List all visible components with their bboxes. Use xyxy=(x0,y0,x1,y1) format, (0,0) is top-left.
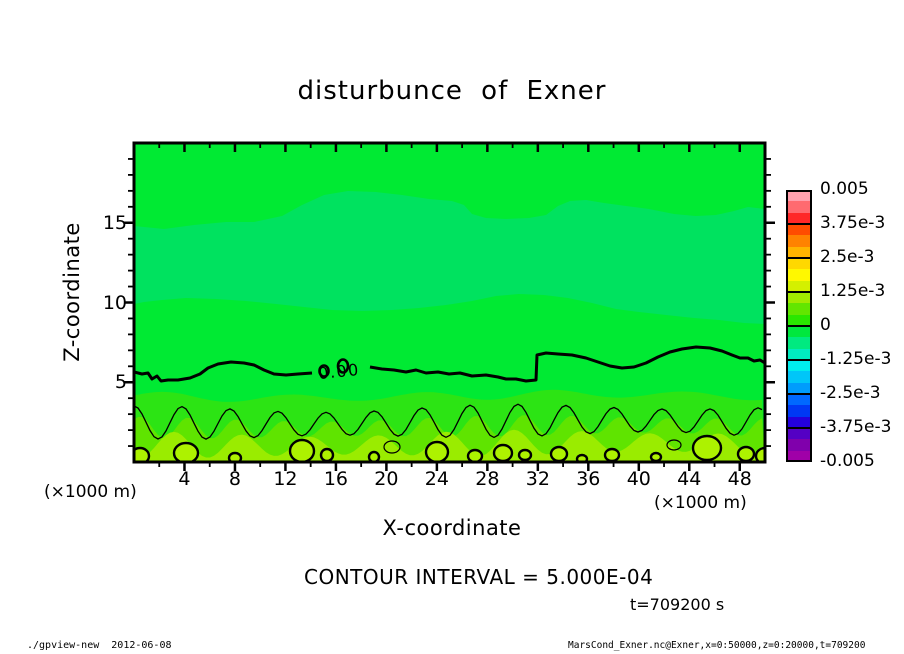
footer-source-info: MarsCond_Exner.nc@Exner,x=0:50000,z=0:20… xyxy=(568,640,866,651)
colorbar-box-divider xyxy=(786,223,812,225)
x-tick-label: 4 xyxy=(178,468,191,490)
footer-command-line: ./gpview-new 2012-06-08 xyxy=(27,640,172,651)
plot-frame xyxy=(132,141,767,464)
filled-contour-field xyxy=(134,143,765,462)
x-tick-label: 20 xyxy=(374,468,399,490)
z-tick-label: 15 xyxy=(102,211,127,234)
x-tick-label: 8 xyxy=(228,468,241,490)
x-tick-label: 12 xyxy=(273,468,298,490)
x-unit-label-left: (×1000 m) xyxy=(44,482,137,502)
colorbar-tick-label: -3.75e-3 xyxy=(820,417,892,437)
x-tick-label: 44 xyxy=(677,468,702,490)
z-axis-label: Z-coordinate xyxy=(60,222,84,362)
x-tick-label: 24 xyxy=(424,468,449,490)
colorbar-box-divider xyxy=(786,257,812,259)
colorbar-tick-label: -2.5e-3 xyxy=(820,383,881,403)
contour-interval-note: CONTOUR INTERVAL = 5.000E-04 xyxy=(304,565,654,589)
colorbar: 0.005 3.75e-3 2.5e-3 1.25e-3 0 -1.25e-3 -2.5e-… xyxy=(786,179,891,471)
z-tick-label: 10 xyxy=(102,291,127,314)
x-tick-label: 48 xyxy=(727,468,752,490)
colorbar-box-divider xyxy=(786,291,812,293)
colorbar-box-divider xyxy=(786,359,812,361)
colorbar-box-divider xyxy=(786,325,812,327)
colorbar-tick-label: 3.75e-3 xyxy=(820,213,886,233)
x-axis-label: X-coordinate xyxy=(382,516,522,540)
time-annotation: t=709200 s xyxy=(630,595,725,614)
contour-plot-canvas: 0.00 xyxy=(124,141,775,471)
z-tick-label: 5 xyxy=(114,371,127,394)
colorbar-tick-label: -1.25e-3 xyxy=(820,349,892,369)
zero-contour-label: 0.00 xyxy=(317,360,360,383)
chart-title: disturbunce of Exner xyxy=(297,76,607,106)
x-tick-label: 40 xyxy=(626,468,651,490)
x-tick-label: 36 xyxy=(576,468,601,490)
x-tick-label: 16 xyxy=(323,468,348,490)
colorbar-bands xyxy=(786,190,812,462)
colorbar-tick-label: 0 xyxy=(820,315,831,335)
x-tick-label: 28 xyxy=(475,468,500,490)
colorbar-tick-label: -0.005 xyxy=(820,451,875,471)
colorbar-tick-label: 2.5e-3 xyxy=(820,247,875,267)
x-tick-label: 32 xyxy=(525,468,550,490)
colorbar-box-divider xyxy=(786,427,812,429)
colorbar-tick-label: 1.25e-3 xyxy=(820,281,886,301)
colorbar-box-divider xyxy=(786,393,812,395)
colorbar-tick-label: 0.005 xyxy=(820,179,869,199)
x-unit-label-right: (×1000 m) xyxy=(654,493,747,513)
